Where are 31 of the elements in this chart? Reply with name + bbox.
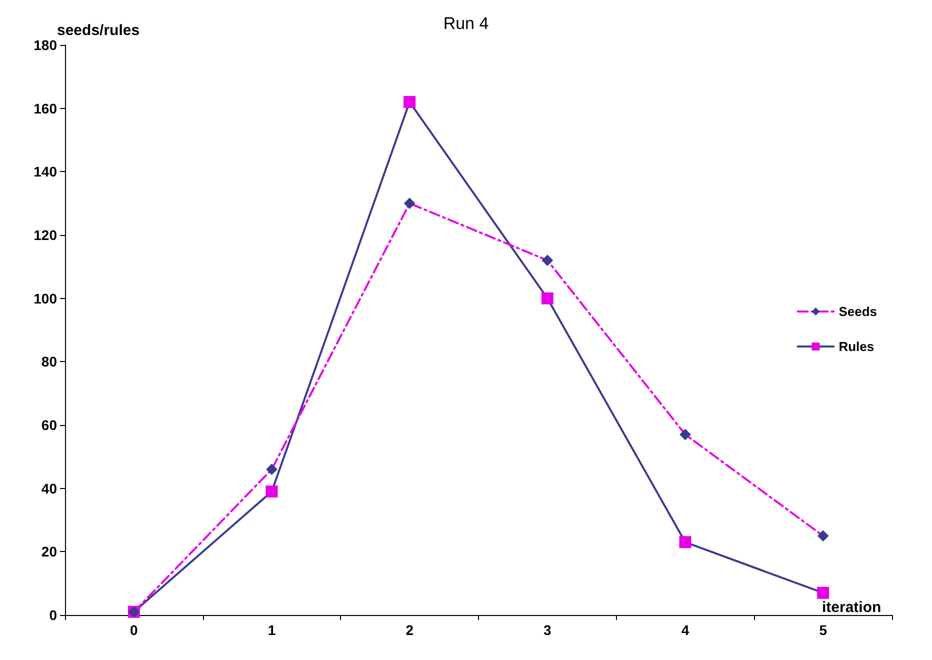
y-tick-label: 20: [41, 544, 58, 560]
point: [680, 429, 691, 440]
y-tick-label: 0: [49, 607, 58, 623]
x-tick-label: 2: [406, 622, 414, 638]
y-tick-label: 60: [41, 417, 58, 433]
x-axis-title: iteration: [822, 599, 882, 616]
point: [817, 586, 830, 599]
point: [266, 464, 278, 475]
point: [679, 536, 692, 548]
y-tick-label: 40: [41, 480, 58, 496]
y-tick-label: 140: [34, 164, 58, 180]
x-tick-label: 1: [268, 622, 276, 638]
x-tick-label: 5: [819, 622, 828, 638]
legend-label: Seeds: [838, 304, 878, 319]
x-tick-label: 0: [130, 622, 138, 638]
legend-label: Rules: [838, 339, 874, 354]
point: [404, 96, 416, 108]
point: [818, 530, 829, 542]
x-tick-label: 3: [544, 622, 552, 638]
y-axis-title: seeds/rules: [57, 22, 140, 40]
point: [404, 198, 416, 209]
y-tick-label: 160: [34, 100, 58, 116]
y-tick-label: 100: [34, 290, 58, 306]
y-tick-label: 180: [34, 37, 58, 53]
y-tick-label: 80: [41, 354, 58, 370]
point: [542, 254, 553, 266]
chart-title: Run 4: [443, 14, 489, 33]
x-tick-label: 4: [681, 622, 690, 638]
y-tick-label: 120: [34, 227, 58, 243]
point: [541, 292, 554, 304]
point: [266, 486, 278, 498]
